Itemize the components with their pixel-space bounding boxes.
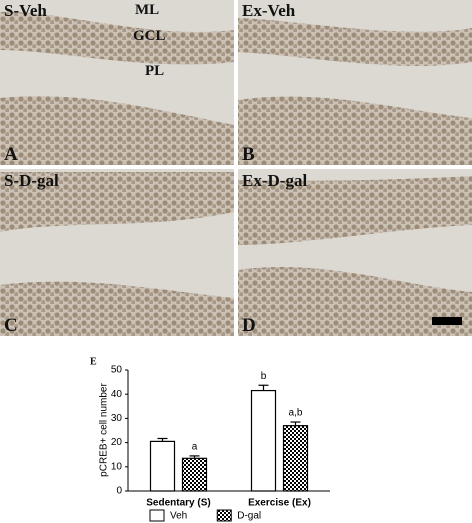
annotation: a bbox=[192, 442, 198, 453]
panel-letter: A bbox=[4, 144, 18, 165]
legend-label: D-gal bbox=[237, 511, 261, 522]
panel-title: Ex-D-gal bbox=[242, 171, 307, 190]
micrographs: S-Veh ML GCL PL A Ex-Veh B S-D-gal C Ex-… bbox=[0, 0, 472, 336]
legend-swatch bbox=[216, 509, 232, 522]
bar bbox=[282, 425, 309, 492]
legend-label: Veh bbox=[170, 511, 187, 522]
panel-letter: D bbox=[242, 315, 256, 336]
y-tick-label: 10 bbox=[111, 461, 123, 472]
panel-letter: C bbox=[4, 315, 18, 336]
y-tick-label: 50 bbox=[111, 365, 123, 376]
scale-bar bbox=[432, 317, 462, 325]
region-label: PL bbox=[145, 63, 164, 79]
y-tick-label: 0 bbox=[116, 486, 122, 497]
y-tick-label: 40 bbox=[111, 389, 123, 400]
micrograph-d: Ex-D-gal D bbox=[238, 169, 472, 336]
y-axis-title: pCREB+ cell number bbox=[99, 383, 110, 477]
panel-title: S-D-gal bbox=[4, 171, 59, 190]
chart: E pCREB+ cell number 0 10 20 30 40 50 Sedentar… bbox=[90, 356, 330, 522]
legend-swatch bbox=[149, 509, 165, 522]
panel-letter: B bbox=[242, 144, 255, 165]
region-label: GCL bbox=[133, 28, 166, 44]
region-label: ML bbox=[135, 2, 159, 18]
micrograph-a: S-Veh ML GCL PL A bbox=[0, 0, 234, 165]
panel-title: Ex-Veh bbox=[242, 1, 296, 20]
y-tick-label: 20 bbox=[111, 437, 123, 448]
micrograph-c: S-D-gal C bbox=[0, 169, 234, 336]
panel-title: S-Veh bbox=[4, 1, 47, 20]
micrograph-b: Ex-Veh B bbox=[238, 0, 472, 165]
panel-letter: E bbox=[90, 356, 97, 367]
annotation: a,b bbox=[289, 408, 303, 419]
x-tick-label: Exercise (Ex) bbox=[248, 498, 311, 509]
bar bbox=[149, 440, 176, 492]
x-tick-label: Sedentary (S) bbox=[146, 498, 210, 509]
y-tick-label: 30 bbox=[111, 413, 123, 424]
bar bbox=[250, 389, 277, 492]
annotation: b bbox=[261, 371, 267, 382]
bar bbox=[181, 457, 208, 492]
